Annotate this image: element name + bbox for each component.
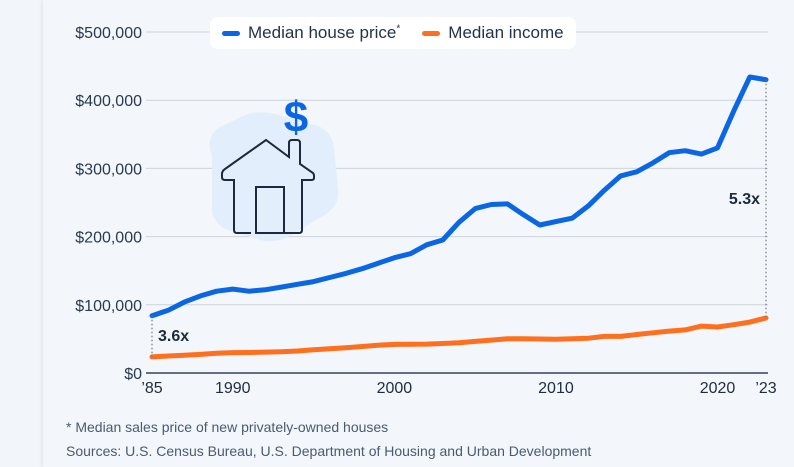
start-ratio-label: 3.6x	[158, 328, 189, 345]
legend-item-income[interactable]: Median income	[422, 23, 564, 43]
sources: Sources: U.S. Census Bureau, U.S. Depart…	[66, 443, 592, 459]
house-with-dollar-icon: $	[209, 93, 339, 242]
x-tick-label: ’85	[141, 380, 162, 397]
ratio-annotations: 3.6x 5.3x	[151, 79, 767, 357]
legend-swatch-income	[422, 30, 441, 36]
y-tick-label: $100,000	[75, 298, 142, 315]
series-lines	[149, 74, 769, 360]
icon-background-hexagon	[209, 112, 339, 242]
legend-swatch-house-price	[222, 30, 240, 36]
y-axis-ticks: $0 $100,000 $200,000 $300,000 $400,000 $500,0…	[75, 25, 142, 383]
x-tick-label: 1990	[215, 380, 251, 397]
x-tick-label: 2010	[538, 380, 574, 397]
y-tick-label: $300,000	[75, 161, 142, 178]
legend-label-house-price: Median house price*	[248, 23, 401, 42]
x-tick-label: 2000	[377, 380, 413, 397]
end-ratio-label: 5.3x	[729, 191, 760, 208]
legend: Median house price* Median income	[210, 17, 576, 49]
y-tick-label: $500,000	[75, 25, 142, 42]
house-door	[255, 186, 285, 234]
y-tick-label: $200,000	[75, 230, 142, 247]
chart-panel	[43, 0, 794, 467]
legend-item-house-price[interactable]: Median house price*	[222, 23, 400, 43]
footnote: * Median sales price of new privately-ow…	[66, 419, 389, 435]
house-outline	[221, 138, 315, 234]
y-tick-label: $0	[124, 366, 142, 383]
income-line	[149, 315, 769, 360]
dollar-icon: $	[284, 93, 308, 142]
x-axis-ticks: ’85 1990 2000 2010 2020 ’23	[141, 380, 776, 397]
x-tick-label: 2020	[700, 380, 736, 397]
y-tick-label: $400,000	[75, 93, 142, 110]
house-price-line	[149, 74, 769, 319]
x-tick-label: ’23	[755, 380, 776, 397]
legend-label-income: Median income	[448, 23, 564, 42]
